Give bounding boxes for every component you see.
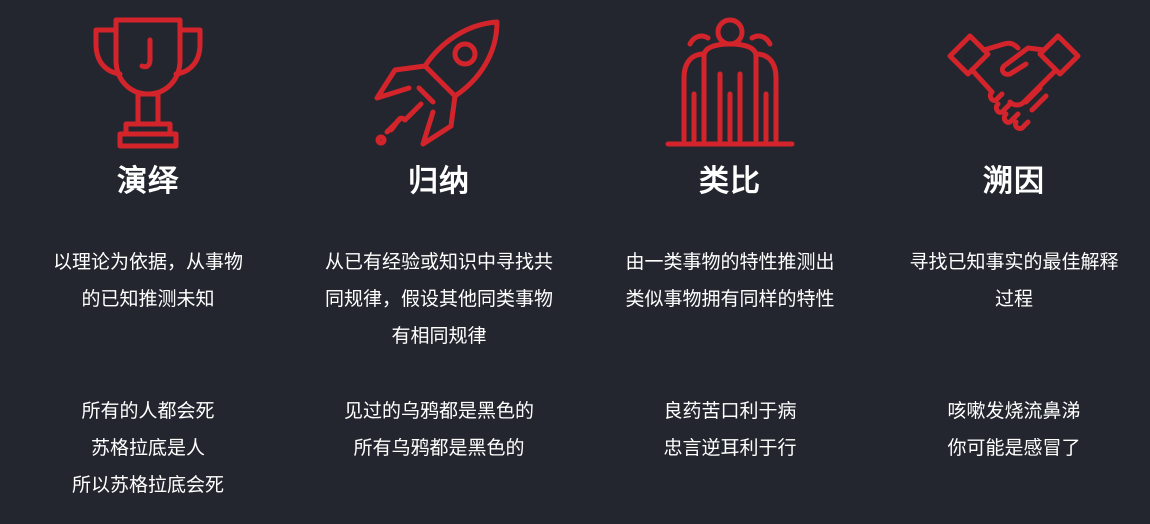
example-line: 你可能是感冒了	[947, 437, 1081, 459]
title-induction: 归纳	[408, 164, 470, 199]
rocket-icon	[369, 14, 509, 154]
trophy-icon	[78, 14, 218, 154]
example-abduction: 咳嗽发烧流鼻涕 你可能是感冒了	[878, 393, 1150, 467]
example-deduction: 所有的人都会死 苏格拉底是人 所以苏格拉底会死	[0, 393, 296, 504]
description-line: 的已知推测未知	[81, 288, 215, 310]
title-analogy: 类比	[699, 164, 761, 199]
description-abduction: 寻找已知事实的最佳解释 过程	[878, 244, 1150, 318]
description-line: 寻找已知事实的最佳解释	[909, 251, 1119, 273]
description-line: 有相同规律	[391, 325, 487, 347]
description-induction: 从已有经验或知识中寻找共 同规律，假设其他同类事物 有相同规律	[296, 244, 582, 355]
title-deduction: 演绎	[117, 164, 179, 199]
example-line: 苏格拉底是人	[90, 437, 205, 459]
example-induction: 见过的乌鸦都是黑色的 所有乌鸦都是黑色的	[296, 393, 582, 467]
description-deduction: 以理论为依据，从事物 的已知推测未知	[0, 244, 296, 318]
example-line: 所有乌鸦都是黑色的	[353, 437, 525, 459]
example-line: 咳嗽发烧流鼻涕	[947, 400, 1081, 422]
column-deduction: 演绎 以理论为依据，从事物 的已知推测未知 所有的人都会死 苏格拉底是人 所以苏…	[0, 0, 296, 524]
example-analogy: 良药苦口利于病 忠言逆耳利于行	[582, 393, 878, 467]
column-abduction: 溯因 寻找已知事实的最佳解释 过程 咳嗽发烧流鼻涕 你可能是感冒了	[878, 0, 1150, 524]
example-line: 见过的乌鸦都是黑色的	[343, 400, 534, 422]
handshake-icon	[944, 14, 1084, 154]
example-line: 所有的人都会死	[81, 400, 215, 422]
description-line: 以理论为依据，从事物	[52, 251, 243, 273]
group-icon	[660, 14, 800, 154]
description-line: 过程	[994, 288, 1033, 310]
column-analogy: 类比 由一类事物的特性推测出 类似事物拥有同样的特性 良药苦口利于病 忠言逆耳利…	[582, 0, 878, 524]
description-analogy: 由一类事物的特性推测出 类似事物拥有同样的特性	[582, 244, 878, 318]
description-line: 由一类事物的特性推测出	[625, 251, 835, 273]
description-line: 类似事物拥有同样的特性	[625, 288, 835, 310]
example-line: 良药苦口利于病	[663, 400, 797, 422]
title-abduction: 溯因	[983, 164, 1045, 199]
column-induction: 归纳 从已有经验或知识中寻找共 同规律，假设其他同类事物 有相同规律 见过的乌鸦…	[296, 0, 582, 524]
description-line: 同规律，假设其他同类事物	[324, 288, 553, 310]
example-line: 忠言逆耳利于行	[663, 437, 797, 459]
description-line: 从已有经验或知识中寻找共	[324, 251, 553, 273]
example-line: 所以苏格拉底会死	[71, 474, 224, 496]
